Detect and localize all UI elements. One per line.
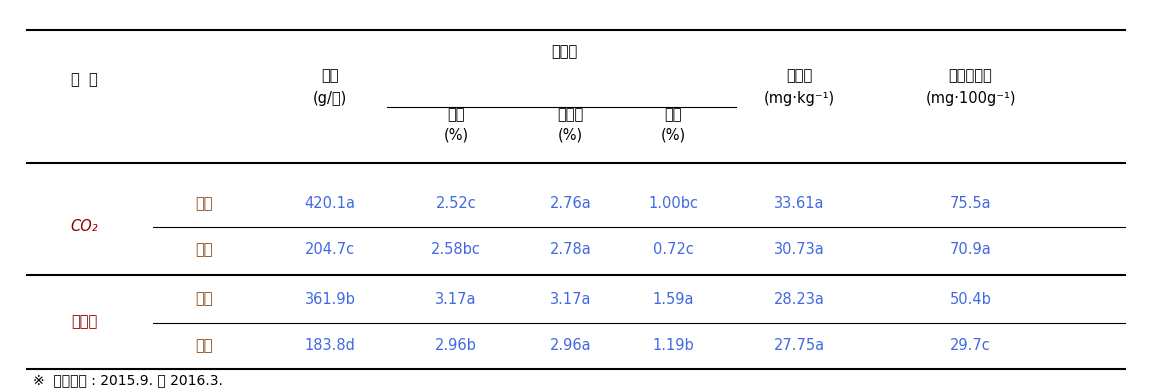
Text: 2.76a: 2.76a bbox=[550, 196, 591, 211]
Text: (%): (%) bbox=[660, 128, 685, 142]
Text: 처  리: 처 리 bbox=[71, 72, 98, 87]
Text: 33.61a: 33.61a bbox=[774, 196, 825, 211]
Text: 30.73a: 30.73a bbox=[774, 242, 825, 257]
Text: 29.7c: 29.7c bbox=[950, 338, 991, 353]
Text: 2.96a: 2.96a bbox=[550, 338, 591, 353]
Text: ※  재배기간 : 2015.9. ～ 2016.3.: ※ 재배기간 : 2015.9. ～ 2016.3. bbox=[32, 373, 222, 387]
Text: 28.23a: 28.23a bbox=[774, 292, 825, 307]
Text: 2.78a: 2.78a bbox=[550, 242, 591, 257]
Text: (mg·kg⁻¹): (mg·kg⁻¹) bbox=[764, 91, 834, 106]
Text: 상단: 상단 bbox=[196, 196, 213, 211]
Text: 과당: 과당 bbox=[447, 107, 464, 122]
Text: 3.17a: 3.17a bbox=[435, 292, 477, 307]
Text: 수량: 수량 bbox=[321, 69, 339, 83]
Text: 27.75a: 27.75a bbox=[773, 338, 825, 353]
Text: (mg·100g⁻¹): (mg·100g⁻¹) bbox=[925, 91, 1016, 106]
Text: 1.59a: 1.59a bbox=[652, 292, 694, 307]
Text: 183.8d: 183.8d bbox=[304, 338, 356, 353]
Text: 2.58bc: 2.58bc bbox=[431, 242, 480, 257]
Text: 204.7c: 204.7c bbox=[305, 242, 355, 257]
Text: 0.72c: 0.72c bbox=[653, 242, 694, 257]
Text: 75.5a: 75.5a bbox=[949, 196, 992, 211]
Text: 2.96b: 2.96b bbox=[435, 338, 477, 353]
Text: 50.4b: 50.4b bbox=[949, 292, 992, 307]
Text: 420.1a: 420.1a bbox=[304, 196, 356, 211]
Text: 하단: 하단 bbox=[196, 338, 213, 353]
Text: (g/주): (g/주) bbox=[313, 91, 347, 106]
Text: 하단: 하단 bbox=[196, 242, 213, 257]
Text: 안토시아닌: 안토시아닌 bbox=[949, 69, 992, 83]
Text: 무처리: 무처리 bbox=[71, 315, 98, 330]
Text: 2.52c: 2.52c bbox=[435, 196, 476, 211]
Text: 상단: 상단 bbox=[196, 292, 213, 307]
Text: 유리당: 유리당 bbox=[552, 44, 577, 60]
Text: (%): (%) bbox=[558, 128, 583, 142]
Text: (%): (%) bbox=[444, 128, 469, 142]
Text: 361.9b: 361.9b bbox=[304, 292, 356, 307]
Text: 자당: 자당 bbox=[665, 107, 682, 122]
Text: 페놀류: 페놀류 bbox=[786, 69, 812, 83]
Text: 1.19b: 1.19b bbox=[652, 338, 695, 353]
Text: 70.9a: 70.9a bbox=[949, 242, 992, 257]
Text: 1.00bc: 1.00bc bbox=[649, 196, 698, 211]
Text: 포도당: 포도당 bbox=[558, 107, 583, 122]
Text: CO₂: CO₂ bbox=[70, 219, 98, 234]
Text: 3.17a: 3.17a bbox=[550, 292, 591, 307]
